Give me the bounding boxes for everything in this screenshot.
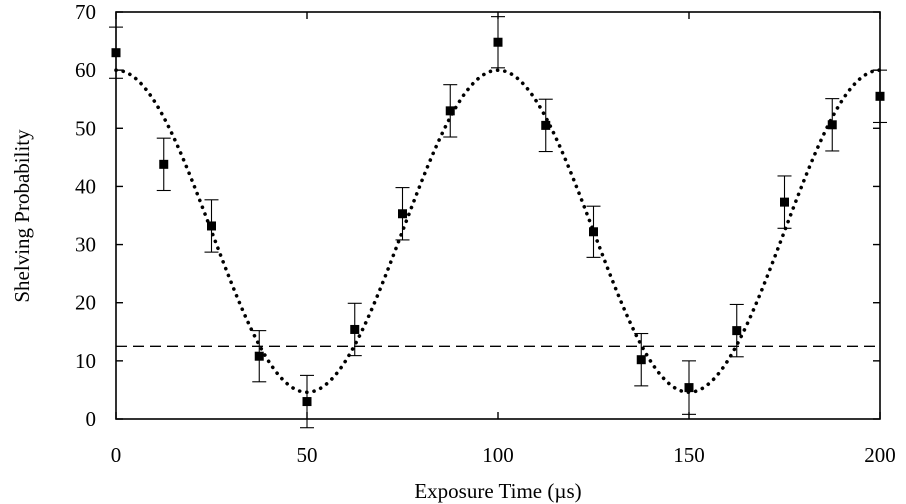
point-marker [254,351,264,361]
data-point [825,98,840,152]
y-tick-label: 30 [75,233,96,257]
data-point [395,187,410,241]
point-marker [159,159,169,169]
x-tick-label: 100 [482,443,514,467]
data-point [634,332,649,387]
y-tick-label: 40 [75,174,96,198]
point-marker [541,120,551,130]
point-marker [780,197,789,207]
x-tick-label: 150 [673,443,705,467]
data-point [538,98,553,153]
data-point [204,199,219,253]
point-marker [302,397,312,407]
point-marker [350,324,360,334]
data-point [682,360,696,415]
x-tick-label: 50 [297,443,318,467]
y-tick-label: 50 [75,116,96,140]
point-marker [207,221,216,231]
point-marker [827,120,837,130]
x-tick-label: 0 [111,443,122,467]
x-tick-label: 200 [864,443,896,467]
y-tick-label: 20 [75,291,96,315]
axes-layer: 0 10 20 30 40 50 60 70 0 50 100 150 200 [75,0,896,467]
point-marker [445,106,455,116]
y-tick-label: 0 [86,407,97,431]
data-point [156,137,171,192]
point-marker [398,209,407,219]
point-marker [493,37,503,47]
data-point [586,205,601,258]
x-axis-title: Exposure Time (µs) [414,479,581,503]
data-points-layer [109,16,887,429]
y-tick-label: 60 [75,58,96,82]
point-marker [589,227,598,237]
y-tick-label: 10 [75,349,96,373]
plot-frame [115,11,881,420]
point-marker [684,383,694,393]
fit-curve-layer [114,68,882,395]
data-point [777,175,792,229]
data-point [729,303,744,358]
y-tick-label: 70 [75,0,96,24]
data-point [443,84,458,138]
data-point [300,374,314,429]
data-point [252,330,267,383]
data-point [491,16,505,69]
fit-curve [114,68,882,395]
data-point [347,302,362,357]
y-axis-title: Shelving Probability [10,129,34,303]
point-marker [636,355,646,365]
point-marker [732,326,742,336]
